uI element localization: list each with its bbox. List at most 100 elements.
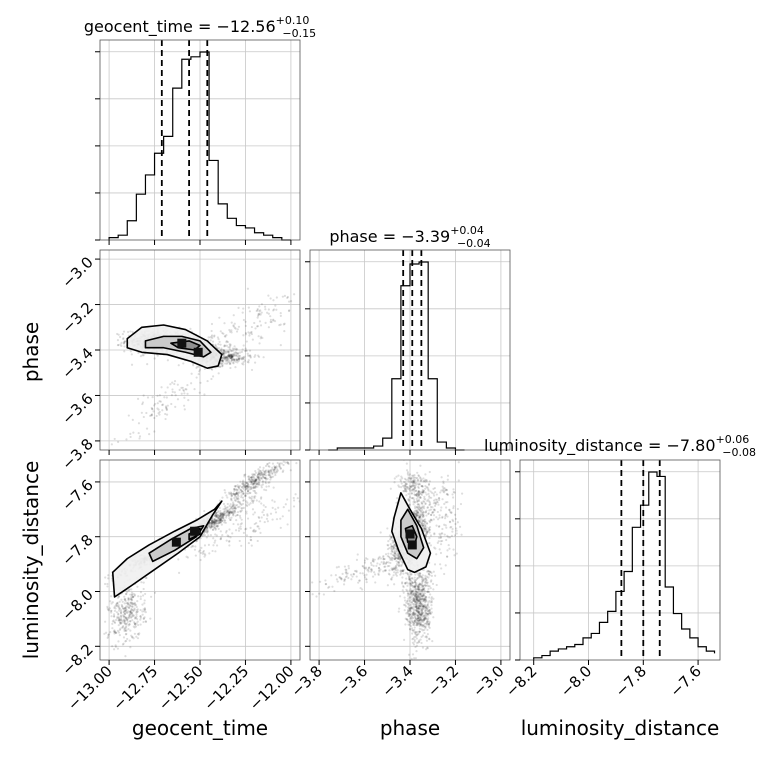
sample-point	[230, 511, 233, 514]
sample-point	[219, 515, 222, 518]
sample-point	[217, 522, 221, 525]
sample-point	[267, 308, 270, 311]
sample-point	[266, 463, 269, 466]
sample-point	[198, 368, 202, 371]
sample-point	[282, 463, 285, 467]
density-peak	[177, 338, 187, 348]
sample-point	[221, 496, 224, 499]
sample-point	[174, 394, 177, 397]
sample-point	[193, 388, 196, 391]
sample-point	[258, 472, 261, 475]
sample-point	[144, 620, 148, 624]
sample-point	[130, 597, 133, 600]
sample-point	[234, 493, 237, 496]
sample-point	[232, 349, 235, 352]
sample-point	[136, 608, 139, 611]
sample-point	[252, 486, 255, 489]
sample-point	[387, 572, 390, 575]
sample-point	[230, 321, 233, 324]
sample-point	[283, 294, 286, 298]
sample-point	[395, 557, 398, 560]
sample-point	[220, 516, 223, 520]
sample-point	[227, 353, 230, 356]
sample-point	[393, 552, 397, 555]
sample-point	[129, 593, 132, 596]
sample-point	[212, 520, 215, 524]
sample-point	[119, 622, 122, 625]
sample-point	[235, 498, 238, 501]
sample-point	[224, 519, 227, 522]
sample-point	[228, 362, 231, 365]
sample-point	[258, 310, 261, 313]
sample-point	[275, 470, 278, 473]
sample-point	[230, 359, 233, 362]
sample-point	[295, 462, 298, 465]
sample-point	[119, 610, 122, 613]
sample-point	[418, 515, 421, 519]
sample-point	[133, 622, 136, 625]
sample-point	[221, 516, 225, 519]
sample-point	[230, 355, 233, 358]
sample-point	[245, 481, 248, 485]
sample-point	[183, 404, 186, 407]
sample-point	[249, 487, 252, 490]
sample-point	[392, 539, 395, 543]
sample-point	[392, 554, 396, 557]
sample-point	[269, 469, 273, 473]
sample-point	[204, 553, 207, 557]
sample-point	[132, 602, 135, 606]
sample-point	[261, 481, 265, 484]
sample-point	[240, 518, 243, 521]
sample-point	[402, 572, 405, 575]
sample-point	[223, 335, 226, 338]
sample-point	[272, 318, 275, 321]
sample-point	[417, 516, 421, 520]
sample-point	[212, 518, 216, 521]
sample-point	[112, 614, 116, 618]
sample-point	[230, 499, 233, 502]
sample-point	[131, 595, 135, 598]
sample-point	[232, 522, 235, 526]
sample-point	[163, 396, 166, 399]
sample-point	[229, 354, 232, 358]
sample-point	[236, 511, 240, 514]
sample-point	[254, 478, 258, 481]
sample-point	[311, 511, 313, 513]
sample-point	[249, 485, 252, 489]
sample-point	[130, 598, 133, 601]
sample-point	[116, 338, 120, 342]
sample-point	[235, 491, 238, 494]
sample-point	[161, 409, 164, 412]
sample-point	[122, 618, 126, 621]
sample-point	[253, 511, 256, 514]
sample-point	[166, 386, 169, 389]
sample-point	[244, 349, 248, 352]
sample-point	[241, 482, 244, 485]
sample-point	[233, 509, 236, 513]
sample-point	[176, 398, 180, 401]
sample-point	[226, 358, 229, 361]
sample-point	[233, 485, 236, 488]
sample-point	[219, 518, 222, 521]
sample-point	[124, 628, 127, 631]
sample-point	[416, 499, 420, 503]
sample-point	[421, 520, 424, 523]
sample-point	[229, 354, 232, 358]
sample-point	[223, 521, 226, 524]
sample-point	[120, 619, 123, 622]
sample-point	[126, 605, 129, 608]
sample-point	[220, 359, 224, 362]
sample-point	[207, 524, 211, 527]
sample-point	[393, 554, 396, 557]
sample-point	[237, 498, 240, 501]
sample-point	[140, 581, 143, 584]
sample-point	[264, 480, 267, 483]
sample-point	[125, 625, 128, 628]
sample-point	[223, 356, 227, 360]
sample-point	[214, 512, 217, 515]
sample-point	[246, 486, 249, 489]
sample-point	[124, 599, 127, 603]
sample-point	[230, 492, 233, 495]
sample-point	[118, 600, 121, 603]
sample-point	[225, 510, 228, 513]
